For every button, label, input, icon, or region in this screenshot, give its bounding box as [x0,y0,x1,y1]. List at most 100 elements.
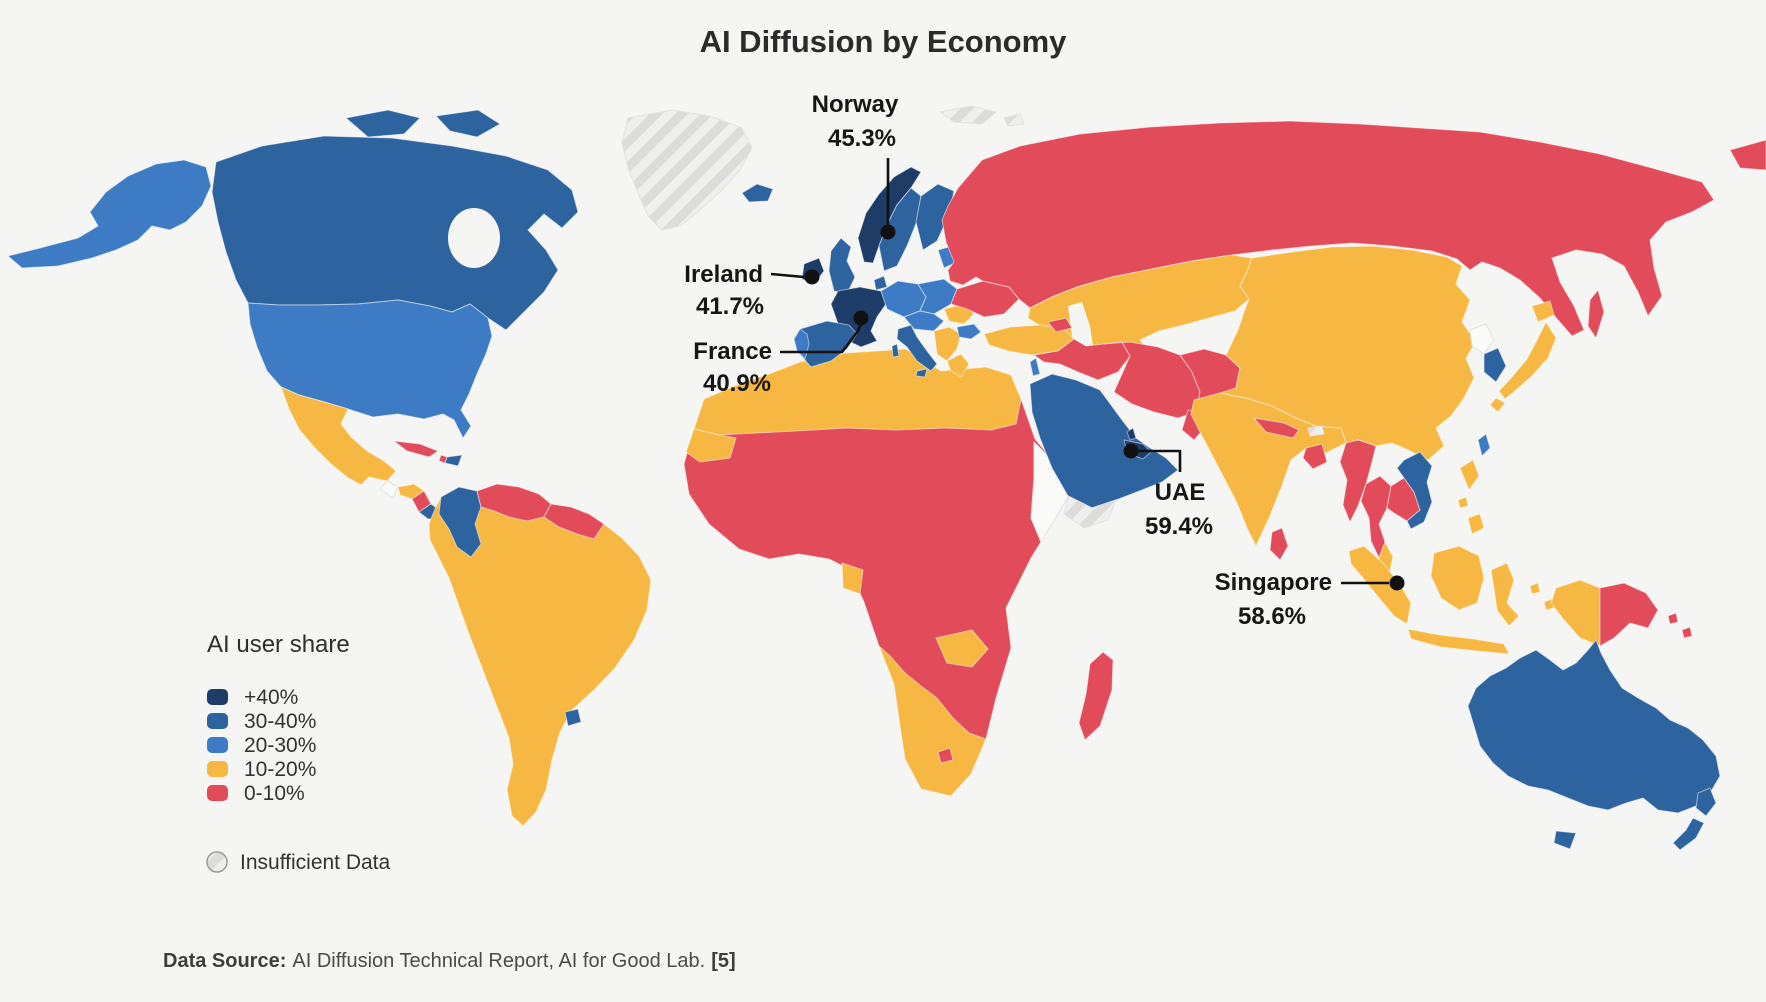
annotation-country-label: Norway [812,91,899,118]
country-bulgaria [956,323,982,340]
annotation-france: France 40.9% [693,310,869,397]
data-source: Data Source: AI Diffusion Technical Repor… [163,950,736,972]
annotation-norway: Norway 45.3% [812,91,899,240]
country-vietnam [1396,451,1433,530]
legend-item-label: 30-40% [244,710,316,733]
country-nepal [1253,417,1300,439]
region-sumatra [1348,545,1412,625]
country-papua-new-guinea [1599,582,1659,647]
country-mauritania [685,428,737,463]
annotation-dot [1123,443,1139,459]
legend: AI user share +40% 30-40% 20-30% 10-20% … [206,631,391,874]
leader-line [780,323,863,354]
country-myanmar [1339,439,1377,523]
region-west-papua [1550,579,1601,647]
country-greenland [621,109,753,231]
leader-line [1138,449,1182,472]
data-source-text: AI Diffusion Technical Report, AI for Go… [292,950,705,972]
country-north-korea [1469,323,1495,355]
data-source-ref: [5] [711,950,735,972]
country-canada-arctic-islands [345,109,501,138]
country-italy [891,324,938,378]
country-alaska [7,159,212,269]
annotation-country-label: Ireland [684,261,763,288]
region-balkans [933,326,962,362]
leader-line [770,272,805,279]
legend-swatch [207,737,228,753]
country-uruguay [564,708,582,727]
country-taiwan [1477,433,1491,457]
annotation-dot [880,224,896,240]
legend-item-label: 20-30% [244,734,316,757]
annotation-value-label: 45.3% [828,125,896,152]
country-bhutan [1307,425,1325,437]
world-map [7,105,1766,851]
legend-item-label: +40% [244,686,298,709]
region-java [1407,628,1510,655]
annotation-value-label: 40.9% [703,370,771,397]
legend-swatch [207,689,228,705]
legend-item-label: 10-20% [244,758,316,781]
annotation-country-label: UAE [1155,479,1206,506]
country-cuba [393,440,439,458]
country-bangladesh [1302,443,1328,470]
annotation-dot [853,310,869,326]
legend-item-20-30: 20-30% [207,734,316,757]
country-guatemala [379,480,399,499]
country-haiti [438,454,448,464]
region-sakhalin [1587,289,1605,339]
legend-item-insufficient: Insufficient Data [206,851,391,874]
legend-item-30-40: 30-40% [207,710,316,733]
legend-item-0-10: 0-10% [207,782,305,805]
legend-swatch-insufficient [206,851,228,873]
region-chukotka [1729,139,1766,171]
country-iceland [741,183,774,203]
annotation-value-label: 41.7% [696,293,764,320]
annotation-singapore: Singapore 58.6% [1215,569,1405,630]
country-philippines [1457,459,1485,535]
country-qatar [1126,427,1137,441]
region-caucasus [1047,317,1073,333]
region-guyanas [543,503,605,540]
page-title: AI Diffusion by Economy [700,24,1068,59]
country-south-korea [1483,347,1507,383]
region-sulawesi [1490,562,1520,627]
region-solomons [1667,612,1693,639]
annotation-uae: UAE 59.4% [1123,443,1213,540]
data-source-label: Data Source: [163,950,286,972]
legend-swatch [207,713,228,729]
country-greece [946,353,970,378]
region-borneo [1430,545,1485,611]
country-new-zealand [1672,787,1717,851]
legend-swatch [207,785,228,801]
region-china-mongolia [1219,245,1477,461]
country-yemen [1063,495,1117,529]
country-uk [828,237,856,295]
region-moluccas [1529,582,1555,611]
annotation-value-label: 58.6% [1238,603,1306,630]
annotation-country-label: France [693,338,772,365]
region-central-europe [903,310,945,332]
country-australia [1467,639,1721,814]
country-sri-lanka [1269,527,1289,561]
annotation-value-label: 59.4% [1145,513,1213,540]
country-zambia [935,629,989,668]
country-mexico [280,386,397,486]
country-israel [1029,357,1041,377]
legend-item-label: 0-10% [244,782,305,805]
country-colombia [438,486,482,558]
legend-insufficient-label: Insufficient Data [240,851,391,874]
country-madagascar [1078,651,1114,741]
country-poland [917,278,958,315]
legend-item-10-20: 10-20% [207,758,316,781]
hudson-bay [448,208,500,268]
legend-title: AI user share [207,631,350,658]
annotation-country-label: Singapore [1215,569,1332,596]
legend-item-40plus: +40% [207,686,298,709]
region-svalbard [939,105,1025,127]
annotation-dot [1389,575,1405,591]
region-southern-africa [878,645,987,797]
region-tasmania [1553,830,1577,850]
